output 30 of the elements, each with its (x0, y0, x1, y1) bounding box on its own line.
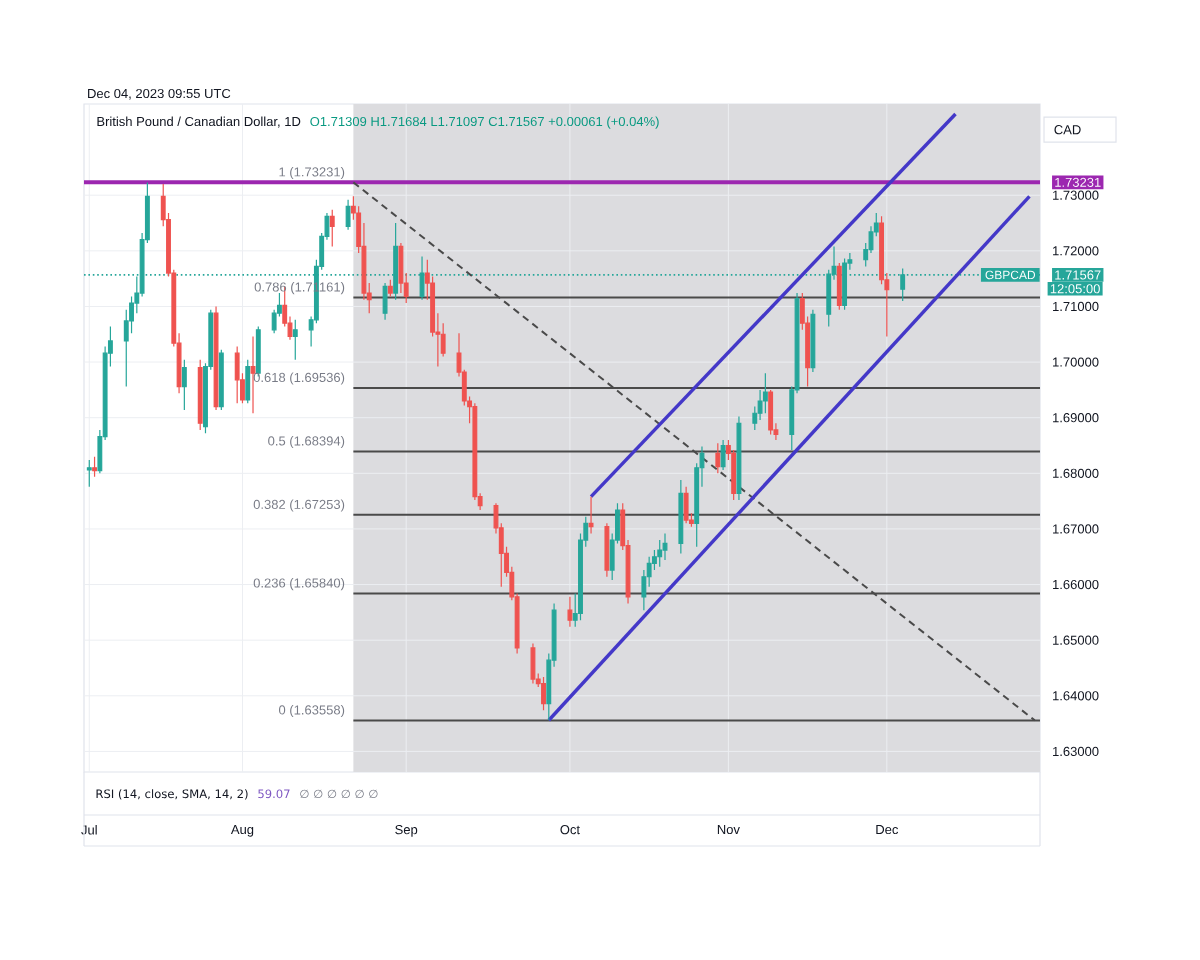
candlestick (836, 262, 842, 311)
candlestick (387, 279, 393, 298)
candlestick (181, 359, 187, 411)
candlestick (541, 676, 546, 711)
candlestick (810, 309, 816, 373)
candlestick (530, 642, 536, 685)
candlestick (720, 439, 726, 471)
candlestick (715, 442, 721, 474)
candlestick (245, 359, 251, 404)
candlestick (218, 349, 224, 411)
candlestick (657, 539, 663, 568)
candlestick (197, 359, 203, 431)
candlestick (683, 486, 689, 524)
candlestick (250, 335, 256, 414)
candlestick (382, 282, 388, 321)
candlestick (345, 199, 351, 231)
candlestick (678, 479, 684, 555)
candlestick (92, 456, 98, 478)
candlestick (329, 209, 335, 247)
candlestick (768, 389, 774, 435)
candlestick (604, 522, 610, 578)
candlestick (213, 305, 219, 411)
candlestick (762, 372, 768, 414)
candlestick (86, 459, 92, 488)
candlestick (662, 532, 668, 561)
candlestick (292, 319, 298, 361)
candlestick (234, 345, 240, 404)
candlestick (567, 596, 573, 628)
candlestick (736, 415, 742, 501)
candlestick (588, 496, 594, 534)
